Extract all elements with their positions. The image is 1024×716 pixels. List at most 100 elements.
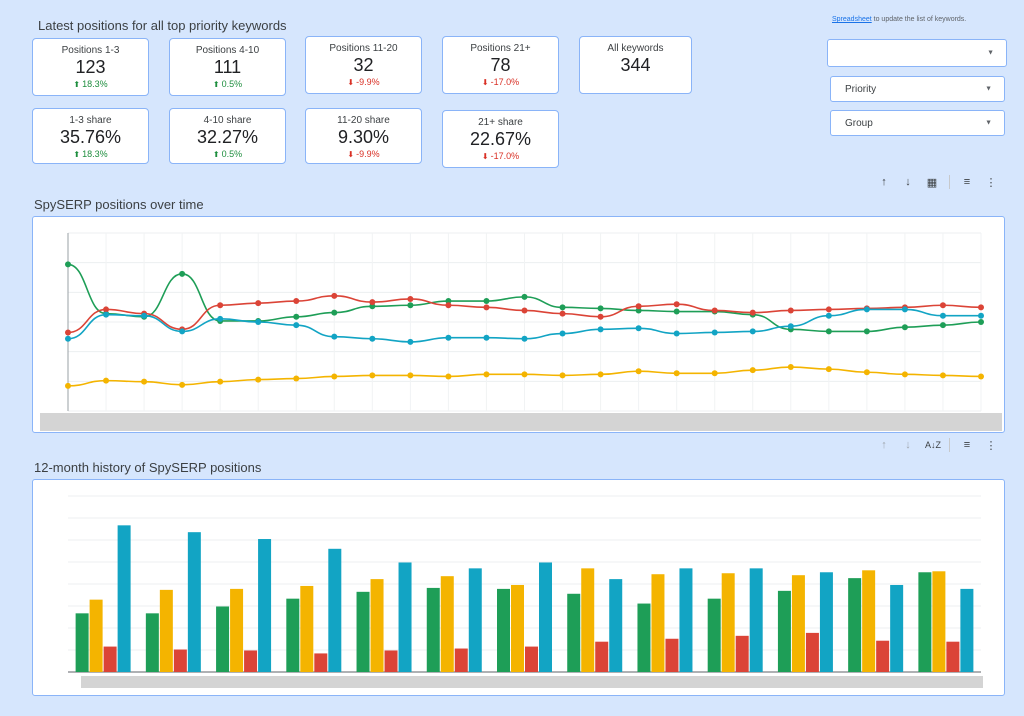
data-point[interactable] [293, 322, 300, 329]
data-point[interactable] [407, 302, 414, 309]
bar[interactable] [230, 588, 244, 672]
data-point[interactable] [635, 303, 642, 310]
data-point[interactable] [65, 261, 71, 268]
data-point[interactable] [407, 295, 414, 302]
bar[interactable] [187, 532, 201, 672]
data-point[interactable] [483, 334, 490, 341]
data-point[interactable] [521, 371, 528, 378]
data-point[interactable] [255, 300, 262, 307]
bar[interactable] [328, 548, 342, 672]
bar[interactable] [735, 635, 749, 672]
data-point[interactable] [179, 328, 186, 335]
data-point[interactable] [331, 309, 338, 316]
bar[interactable] [932, 571, 946, 672]
data-point[interactable] [597, 326, 604, 333]
bar[interactable] [300, 585, 314, 672]
more-vert-icon[interactable]: ⋮ [985, 176, 997, 189]
arrow-up-icon[interactable]: ↑ [881, 439, 887, 451]
bar[interactable] [960, 588, 974, 672]
bar[interactable] [721, 573, 735, 672]
bar[interactable] [454, 648, 468, 672]
filter-icon[interactable]: ≡ [963, 176, 971, 188]
bar[interactable] [89, 599, 103, 672]
data-point[interactable] [65, 382, 71, 389]
bar[interactable] [398, 562, 412, 672]
bar[interactable] [848, 578, 862, 672]
bar[interactable] [946, 641, 960, 672]
data-point[interactable] [939, 372, 946, 379]
data-point[interactable] [331, 292, 338, 299]
data-point[interactable] [141, 378, 148, 385]
bar[interactable] [918, 572, 932, 672]
data-point[interactable] [825, 306, 832, 313]
data-point[interactable] [483, 304, 490, 311]
data-point[interactable] [901, 371, 908, 378]
bar[interactable] [665, 638, 679, 672]
bar[interactable] [651, 574, 665, 672]
data-point[interactable] [673, 330, 680, 337]
bar[interactable] [862, 570, 876, 672]
data-point[interactable] [255, 319, 262, 325]
data-point[interactable] [635, 325, 642, 332]
data-point[interactable] [483, 371, 490, 378]
data-point[interactable] [255, 376, 262, 383]
data-point[interactable] [939, 312, 946, 319]
bar[interactable] [286, 598, 300, 672]
data-point[interactable] [445, 298, 452, 305]
bar[interactable] [595, 641, 609, 672]
bar[interactable] [609, 579, 623, 672]
data-point[interactable] [217, 302, 224, 309]
data-point[interactable] [978, 312, 984, 319]
data-point[interactable] [331, 333, 338, 340]
data-point[interactable] [711, 307, 718, 314]
data-point[interactable] [559, 372, 566, 379]
bar[interactable] [258, 539, 272, 672]
more-vert-icon[interactable]: ⋮ [985, 439, 997, 452]
arrow-up-icon[interactable]: ↑ [881, 176, 887, 188]
bar[interactable] [876, 640, 890, 672]
data-point[interactable] [559, 304, 566, 311]
data-point[interactable] [939, 322, 946, 329]
arrow-down-icon[interactable]: ↓ [905, 439, 911, 451]
bar[interactable] [216, 606, 230, 672]
data-point[interactable] [179, 270, 186, 277]
bar[interactable] [511, 584, 524, 672]
bar[interactable] [145, 613, 159, 672]
bar[interactable] [370, 579, 384, 672]
data-point[interactable] [559, 330, 566, 337]
data-point[interactable] [597, 371, 604, 378]
data-point[interactable] [103, 306, 110, 313]
data-point[interactable] [217, 315, 224, 322]
data-point[interactable] [293, 313, 300, 320]
bar[interactable] [173, 649, 187, 672]
data-point[interactable] [331, 373, 338, 380]
data-point[interactable] [369, 335, 376, 342]
data-point[interactable] [978, 304, 984, 311]
data-point[interactable] [711, 329, 718, 336]
data-point[interactable] [445, 373, 452, 380]
bar[interactable] [426, 587, 440, 672]
priority-filter-dropdown[interactable]: Priority ▼ [830, 76, 1005, 102]
data-point[interactable] [293, 298, 300, 305]
filter-icon[interactable]: ≡ [963, 439, 971, 451]
data-point[interactable] [673, 301, 680, 308]
data-point[interactable] [407, 372, 414, 379]
data-point[interactable] [179, 381, 186, 388]
data-point[interactable] [635, 307, 642, 314]
data-point[interactable] [787, 323, 794, 330]
bar[interactable] [890, 584, 904, 672]
data-point[interactable] [635, 368, 642, 375]
bar[interactable] [244, 650, 258, 672]
data-point[interactable] [445, 334, 452, 341]
bar[interactable] [497, 588, 510, 672]
data-point[interactable] [863, 306, 870, 313]
data-point[interactable] [103, 377, 110, 384]
bar[interactable] [440, 576, 454, 672]
data-point[interactable] [749, 367, 756, 374]
top-filter-dropdown[interactable]: ▼ [827, 39, 1007, 67]
data-point[interactable] [597, 305, 604, 312]
data-point[interactable] [559, 310, 566, 317]
bar[interactable] [539, 562, 552, 672]
bar[interactable] [581, 568, 595, 672]
bar[interactable] [819, 572, 833, 672]
